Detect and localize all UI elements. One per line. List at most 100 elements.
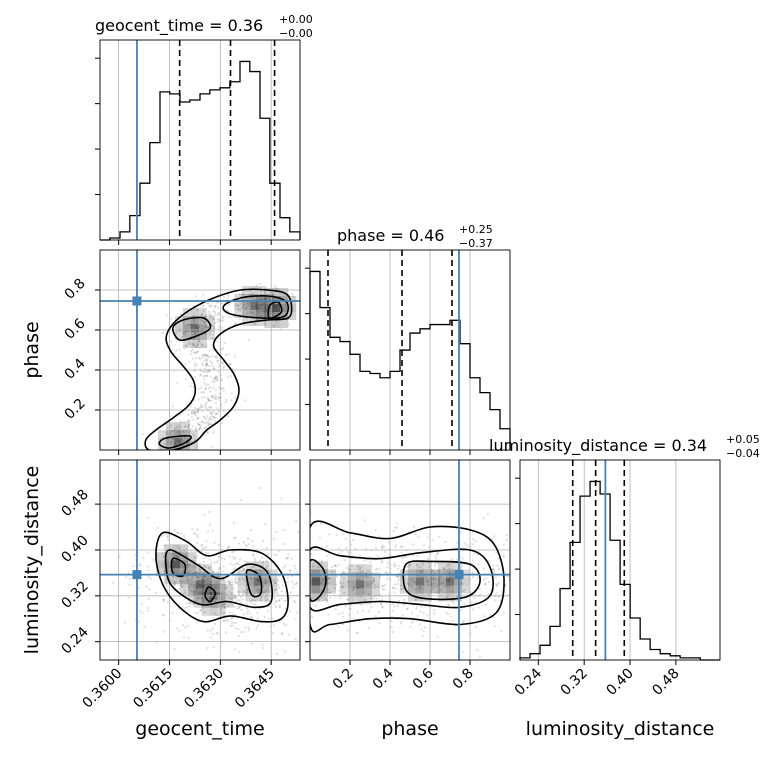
scatter-point xyxy=(243,399,247,402)
density-cell xyxy=(310,585,312,594)
scatter-point xyxy=(420,628,423,631)
scatter-point xyxy=(418,566,421,569)
scatter-point xyxy=(432,612,435,615)
scatter-point xyxy=(187,419,191,423)
xtick-label-luminosity-distance-2: 0.40 xyxy=(604,666,637,699)
scatter-point xyxy=(169,426,172,429)
scatter-point xyxy=(372,577,375,580)
scatter-point xyxy=(523,590,525,592)
scatter-point xyxy=(196,343,199,346)
density-cell xyxy=(173,438,182,446)
scatter-point xyxy=(261,603,263,605)
scatter-point xyxy=(165,584,169,587)
scatter-point xyxy=(179,532,182,535)
scatter-point xyxy=(196,309,199,312)
density-panel-phase-luminosity-distance: 0.2 0.4 0.6 0.8 xyxy=(240,459,525,693)
scatter-point xyxy=(273,579,276,582)
density-cell xyxy=(416,577,424,586)
scatter-point xyxy=(420,570,424,573)
hist-panel-luminosity-distance: 0.24 0.32 0.40 0.48 xyxy=(512,459,721,699)
truth-marker xyxy=(132,570,142,580)
scatter-point xyxy=(202,391,206,394)
scatter-point xyxy=(226,546,229,549)
scatter-point xyxy=(327,533,331,536)
scatter-point xyxy=(228,581,231,585)
scatter-point xyxy=(240,622,242,624)
scatter-point xyxy=(409,563,412,567)
scatter-point xyxy=(205,401,208,404)
scatter-point xyxy=(289,561,291,563)
scatter-point xyxy=(405,607,408,611)
scatter-point xyxy=(202,375,206,378)
scatter-point xyxy=(231,597,234,600)
scatter-point xyxy=(289,588,291,590)
scatter-point xyxy=(211,632,214,635)
scatter-point xyxy=(405,570,409,574)
scatter-point xyxy=(228,611,231,614)
scatter-point xyxy=(206,362,209,366)
scatter-point xyxy=(259,569,262,572)
scatter-point xyxy=(256,611,259,614)
scatter-point xyxy=(223,583,226,586)
scatter-point xyxy=(273,593,276,596)
scatter-point xyxy=(184,377,188,381)
scatter-point xyxy=(207,387,210,390)
scatter-point xyxy=(212,570,216,574)
scatter-point xyxy=(203,321,206,324)
scatter-point xyxy=(193,549,196,553)
hist-step-luminosity-distance xyxy=(519,480,720,661)
scatter-point xyxy=(261,525,263,527)
density-cell xyxy=(245,577,254,586)
scatter-point xyxy=(211,529,214,532)
scatter-point xyxy=(477,563,480,566)
scatter-point xyxy=(283,552,285,554)
density-cell xyxy=(320,561,328,570)
scatter-point xyxy=(335,575,339,578)
scatter-point xyxy=(448,567,451,570)
scatter-point xyxy=(341,623,345,626)
scatter-point xyxy=(182,431,185,434)
scatter-point xyxy=(342,570,345,573)
scatter-point xyxy=(199,590,202,594)
scatter-point xyxy=(497,596,501,599)
scatter-point xyxy=(183,436,186,439)
scatter-point xyxy=(172,429,175,432)
scatter-point xyxy=(256,617,259,620)
scatter-point xyxy=(223,342,227,345)
scatter-point xyxy=(499,599,502,602)
scatter-point xyxy=(277,550,280,553)
density-cell xyxy=(209,583,218,592)
scatter-point xyxy=(159,447,163,450)
scatter-point xyxy=(203,575,206,578)
scatter-point xyxy=(367,610,370,613)
scatter-point xyxy=(376,585,380,588)
scatter-point xyxy=(216,378,219,381)
scatter-point xyxy=(277,668,279,670)
scatter-point xyxy=(410,578,413,581)
scatter-point xyxy=(293,565,296,568)
scatter-point xyxy=(175,426,178,429)
scatter-point xyxy=(213,306,216,309)
scatter-point xyxy=(286,556,290,559)
scatter-point xyxy=(237,304,240,307)
density-cell xyxy=(310,569,312,578)
scatter-point xyxy=(327,582,330,585)
density-cell xyxy=(173,430,182,438)
scatter-point xyxy=(156,526,159,529)
density-cell xyxy=(356,580,364,589)
scatter-point xyxy=(443,571,447,575)
scatter-point xyxy=(214,388,218,392)
scatter-point xyxy=(247,626,251,629)
scatter-point xyxy=(473,596,476,600)
scatter-point xyxy=(228,620,231,623)
scatter-point xyxy=(308,536,310,538)
scatter-point xyxy=(221,317,224,320)
scatter-point xyxy=(373,586,376,590)
scatter-point xyxy=(250,599,253,602)
scatter-point xyxy=(249,576,252,580)
xtick-label-geocent-time-0: 0.3600 xyxy=(80,666,126,712)
scatter-point xyxy=(184,330,187,333)
scatter-point xyxy=(193,344,196,347)
scatter-point xyxy=(187,578,190,581)
xtick-label-luminosity-distance-0: 0.24 xyxy=(512,665,545,698)
